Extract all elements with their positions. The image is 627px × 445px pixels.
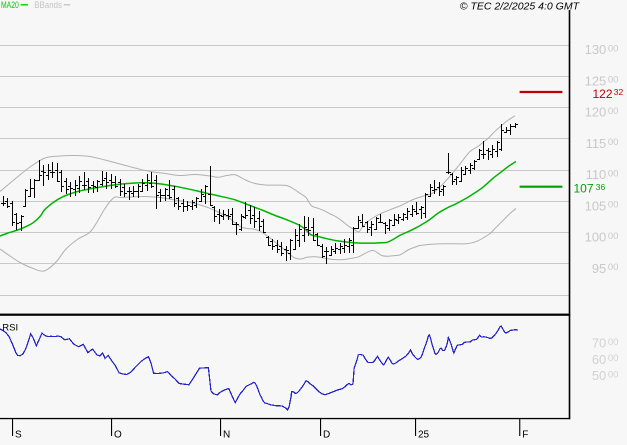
- svg-text:MA20: MA20: [1, 0, 19, 10]
- svg-text:© TEC 2/2/2025 4:0 GMT: © TEC 2/2/2025 4:0 GMT: [460, 1, 581, 13]
- svg-text:100: 100: [585, 230, 607, 245]
- svg-text:95: 95: [592, 261, 606, 276]
- svg-text:32: 32: [614, 87, 624, 97]
- svg-text:00: 00: [608, 106, 619, 117]
- svg-text:107: 107: [573, 182, 593, 196]
- svg-text:O: O: [114, 429, 122, 440]
- svg-text:RSI: RSI: [2, 323, 18, 334]
- svg-text:60: 60: [592, 352, 606, 367]
- svg-text:00: 00: [608, 75, 619, 86]
- svg-text:00: 00: [608, 43, 619, 54]
- svg-text:00: 00: [608, 337, 619, 348]
- svg-text:00: 00: [608, 369, 619, 380]
- svg-text:00: 00: [608, 168, 619, 179]
- svg-text:N: N: [223, 429, 230, 440]
- svg-text:115: 115: [586, 136, 607, 151]
- svg-text:00: 00: [608, 262, 619, 273]
- svg-text:00: 00: [608, 231, 619, 242]
- svg-text:BBands: BBands: [34, 0, 62, 10]
- svg-text:105: 105: [585, 198, 607, 213]
- svg-text:122: 122: [592, 87, 612, 101]
- svg-text:00: 00: [608, 353, 619, 364]
- svg-text:36: 36: [596, 182, 606, 192]
- svg-text:D: D: [323, 429, 330, 440]
- svg-text:70: 70: [592, 336, 606, 351]
- svg-text:120: 120: [585, 105, 607, 120]
- svg-text:F: F: [522, 429, 528, 440]
- svg-text:130: 130: [585, 42, 607, 57]
- svg-text:00: 00: [608, 137, 619, 148]
- svg-text:00: 00: [608, 200, 619, 211]
- svg-text:110: 110: [586, 167, 607, 182]
- svg-text:50: 50: [592, 368, 606, 383]
- svg-text:25: 25: [418, 429, 430, 440]
- svg-text:125: 125: [585, 74, 607, 89]
- svg-text:S: S: [15, 429, 22, 440]
